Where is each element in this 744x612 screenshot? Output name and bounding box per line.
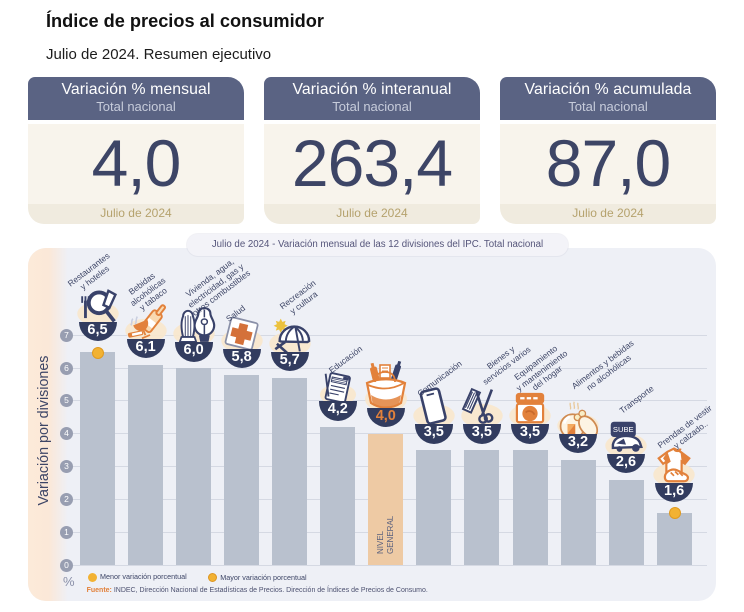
svg-text:SUBE: SUBE (613, 425, 634, 434)
